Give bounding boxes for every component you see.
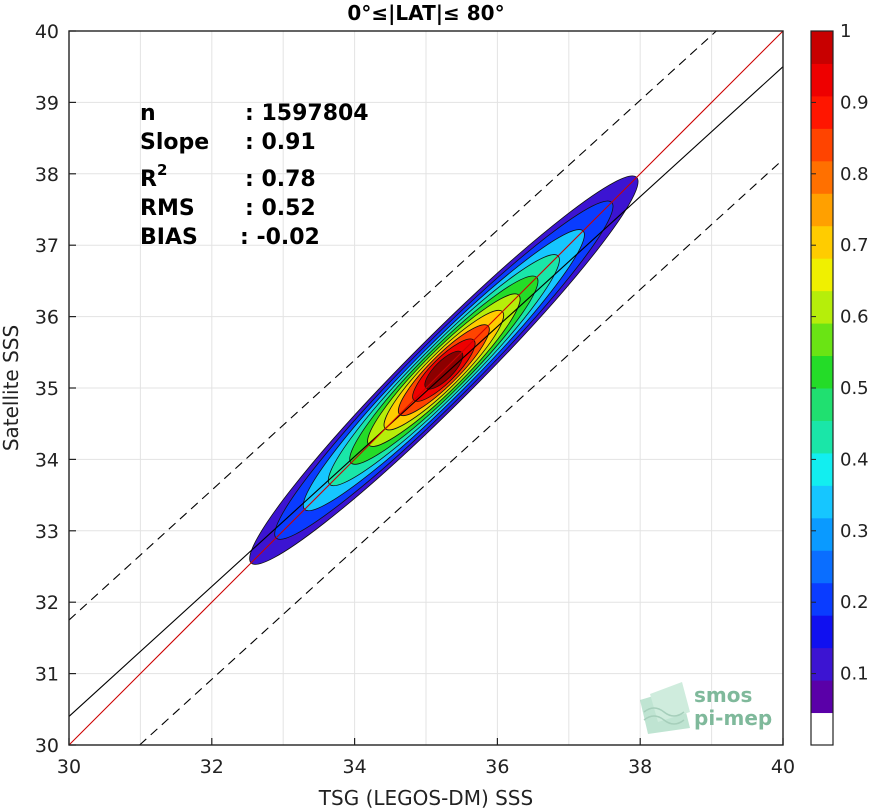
x-tick-label: 38	[628, 756, 652, 778]
x-tick-label: 32	[200, 756, 224, 778]
stat-n-value: : 1597804	[245, 101, 369, 126]
colorbar-tick-label: 0.7	[840, 235, 869, 256]
stat-r2-label: R	[140, 167, 157, 192]
colorbar-tick-label: 0.2	[840, 592, 869, 613]
colorbar-segment	[811, 615, 833, 649]
colorbar-segment	[811, 582, 833, 616]
colorbar-tick-label: 0.3	[840, 521, 869, 542]
x-tick-label: 30	[57, 756, 81, 778]
y-tick-label: 38	[35, 164, 59, 186]
colorbar	[811, 31, 833, 745]
colorbar-segment	[811, 160, 833, 194]
y-tick-label: 40	[35, 21, 59, 43]
watermark-line1: smos	[694, 683, 752, 707]
watermark-logo: smos pi-mep	[640, 682, 772, 734]
colorbar-ticks: 0.1 0.2 0.3 0.4 0.5 0.6 0.7 0.8 0.9 1	[811, 21, 869, 685]
colorbar-segment	[811, 323, 833, 357]
x-axis-ticks: 30 32 34 36 38 40	[57, 738, 795, 778]
y-tick-label: 32	[35, 592, 59, 614]
colorbar-tick-label: 1	[840, 21, 851, 42]
stat-r2-superscript: 2	[157, 161, 167, 179]
colorbar-segment	[811, 290, 833, 324]
y-tick-label: 37	[35, 235, 59, 257]
colorbar-segment	[811, 485, 833, 519]
colorbar-segment	[811, 452, 833, 486]
colorbar-tick-label: 0.8	[840, 164, 869, 185]
identity-line	[68, 30, 784, 746]
stat-n-label: n	[140, 101, 156, 126]
regression-lines	[68, 30, 784, 746]
stat-rms-value: : 0.52	[245, 196, 316, 221]
stat-slope-value: : 0.91	[245, 130, 316, 155]
colorbar-tick-label: 0.4	[840, 449, 869, 470]
colorbar-segment	[811, 517, 833, 551]
colorbar-segment	[811, 420, 833, 454]
x-tick-label: 34	[343, 756, 367, 778]
colorbar-segment	[811, 550, 833, 584]
colorbar-segment	[811, 680, 833, 714]
y-tick-label: 34	[35, 449, 59, 471]
colorbar-segment	[811, 193, 833, 227]
watermark-line2: pi-mep	[694, 706, 772, 730]
y-tick-label: 35	[35, 378, 59, 400]
chart-title: 0°≤|LAT|≤ 80°	[347, 1, 504, 25]
colorbar-segment	[811, 258, 833, 292]
colorbar-tick-label: 0.1	[840, 664, 869, 685]
colorbar-segment	[811, 388, 833, 421]
y-tick-label: 36	[35, 307, 59, 329]
x-tick-label: 40	[771, 756, 795, 778]
stat-bias-value: : -0.02	[240, 225, 320, 250]
colorbar-segment	[811, 63, 833, 97]
stat-r2-value: : 0.78	[245, 167, 316, 192]
wave-logo-icon	[640, 682, 690, 734]
colorbar-segment	[811, 647, 833, 681]
colorbar-tick-label: 0.6	[840, 307, 869, 328]
y-tick-label: 30	[35, 735, 59, 757]
lower-bound-line	[139, 159, 784, 746]
stat-bias-label: BIAS	[140, 225, 198, 250]
y-tick-label: 31	[35, 664, 59, 686]
y-axis-label: Satellite SSS	[0, 325, 23, 451]
colorbar-segment	[811, 355, 833, 389]
stat-rms-label: RMS	[140, 196, 195, 221]
stat-slope-label: Slope	[140, 130, 209, 155]
colorbar-segment	[811, 95, 833, 129]
colorbar-segment	[811, 128, 833, 162]
colorbar-tick-label: 0.9	[840, 92, 869, 113]
colorbar-tick-label: 0.5	[840, 378, 869, 399]
y-tick-label: 33	[35, 521, 59, 543]
colorbar-segment	[811, 712, 833, 745]
y-axis-ticks: 30 31 32 33 34 35 36 37 38 39 40	[35, 21, 76, 757]
regression-line	[68, 66, 784, 717]
y-tick-label: 39	[35, 92, 59, 114]
colorbar-segment	[811, 225, 833, 259]
x-tick-label: 36	[485, 756, 509, 778]
upper-bound-line	[68, 30, 717, 621]
stats-box: n : 1597804 Slope : 0.91 R 2 : 0.78 RMS …	[140, 101, 369, 250]
colorbar-segment	[811, 31, 833, 64]
x-axis-label: TSG (LEGOS-DM) SSS	[318, 786, 533, 810]
